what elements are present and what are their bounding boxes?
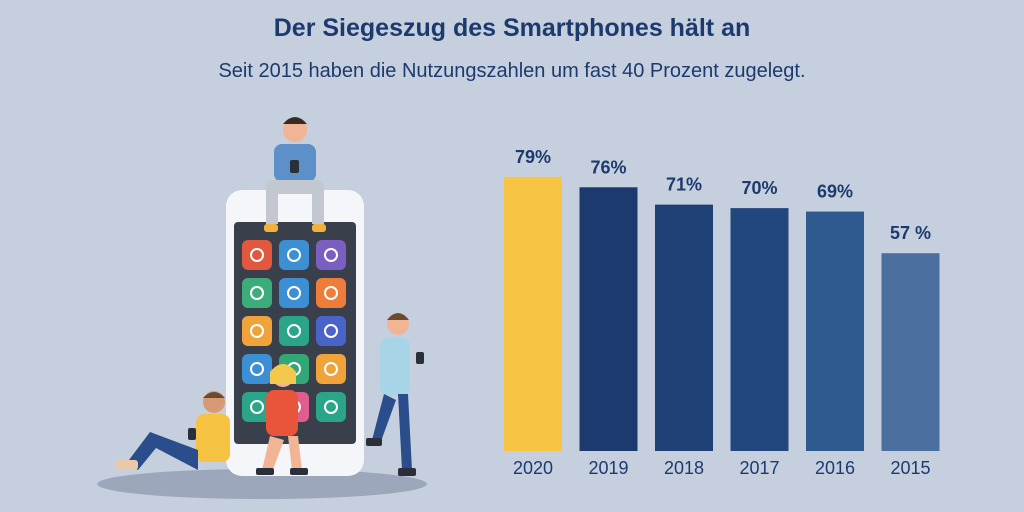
category-label-2018: 2018: [664, 458, 704, 478]
chart-subtitle: Seit 2015 haben die Nutzungszahlen um fa…: [218, 60, 806, 82]
bar-2017: [730, 208, 789, 451]
category-label-2017: 2017: [739, 458, 779, 478]
plane-icon-glyph: [324, 324, 338, 338]
cloud-icon-glyph: [250, 324, 264, 338]
bar-2015: [881, 253, 940, 451]
clock-icon-glyph: [324, 248, 338, 262]
location-icon-glyph: [324, 362, 338, 376]
gears-icon-glyph: [324, 400, 338, 414]
cloud-icon: [242, 316, 272, 346]
chart-title: Der Siegeszug des Smartphones hält an: [273, 14, 751, 42]
plane-icon: [316, 316, 346, 346]
home-icon: [242, 392, 272, 422]
wifi-icon: [242, 240, 272, 270]
value-label-2016: 69%: [817, 182, 853, 202]
lightbulb-icon-glyph: [250, 286, 264, 300]
search-icon: [279, 316, 309, 346]
bar-2016: [806, 211, 864, 451]
bar-2018: [655, 204, 713, 451]
chat-icon: [316, 278, 346, 308]
bar-2019: [579, 187, 638, 451]
lightbulb-icon: [242, 278, 272, 308]
value-label-2018: 71%: [666, 175, 702, 195]
value-label-2015: 57 %: [890, 223, 931, 243]
settings-icon-glyph: [250, 362, 264, 376]
search-icon-glyph: [287, 324, 301, 338]
globe-icon: [279, 240, 309, 270]
category-label-2015: 2015: [890, 458, 930, 478]
mail-icon: [279, 278, 309, 308]
ground-shadow: [97, 469, 427, 499]
mail-icon-glyph: [287, 286, 301, 300]
chat-icon-glyph: [324, 286, 338, 300]
category-label-2020: 2020: [513, 458, 553, 478]
bar-2020: [504, 176, 562, 451]
value-label-2017: 70%: [741, 178, 777, 198]
value-label-2019: 76%: [590, 157, 626, 177]
clock-icon: [316, 240, 346, 270]
woman-sitting: [256, 364, 308, 475]
globe-icon-glyph: [287, 248, 301, 262]
category-label-2019: 2019: [588, 458, 628, 478]
value-label-2020: 79%: [515, 147, 551, 167]
man-sitting-on-phone: [264, 117, 326, 232]
category-label-2016: 2016: [815, 458, 855, 478]
settings-icon: [242, 354, 272, 384]
wifi-icon-glyph: [250, 248, 264, 262]
location-icon: [316, 354, 346, 384]
gears-icon: [316, 392, 346, 422]
man-standing: [366, 313, 424, 476]
home-icon-glyph: [250, 400, 264, 414]
man-reclining: [116, 391, 230, 470]
